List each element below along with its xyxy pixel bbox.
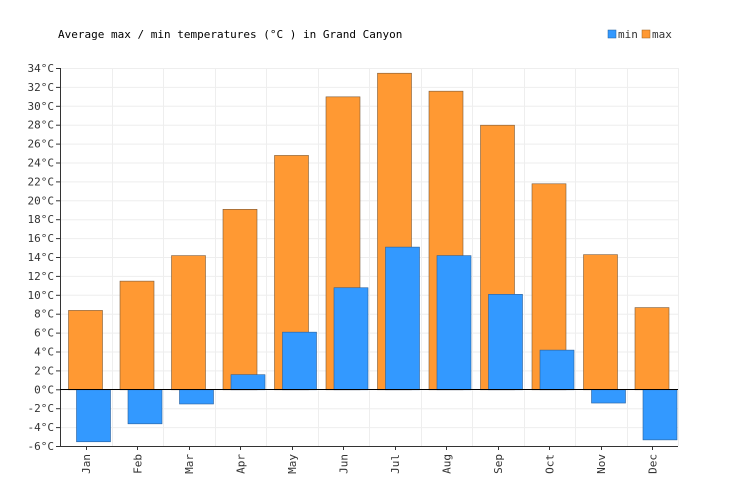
bar-min-dec (642, 389, 678, 441)
x-tick-label-nov: Nov (595, 454, 608, 474)
bar-max-apr (222, 209, 258, 391)
y-tick-label: -2°C (28, 402, 55, 415)
y-tick-label: 32°C (28, 81, 55, 94)
bar-min-sep (488, 294, 523, 391)
x-tick-label-mar: Mar (183, 454, 196, 474)
bar-max-nov (583, 254, 618, 391)
legend-label-min: min (618, 28, 638, 41)
bar-min-apr (230, 374, 266, 391)
y-tick-label: 16°C (28, 232, 55, 245)
bar-min-oct (539, 349, 575, 391)
bar-min-nov (591, 389, 626, 404)
y-tick-label: -4°C (28, 421, 55, 434)
x-axis-ticks: Jan Feb Mar Apr May Jun Jul Aug Sep Oct Nov Dec (80, 446, 659, 474)
bar-min-may (282, 331, 317, 391)
y-tick-label: 12°C (28, 270, 55, 283)
bar-max-mar (171, 255, 206, 391)
x-tick-label-may: May (286, 454, 299, 474)
y-tick-label: -6°C (28, 440, 55, 453)
y-tick-label: 2°C (34, 364, 54, 377)
y-tick-label: 14°C (28, 251, 55, 264)
bar-max-dec (634, 307, 670, 391)
bar-max-jan (68, 310, 103, 391)
gridlines (60, 68, 679, 447)
y-tick-label: 0°C (34, 383, 54, 396)
y-tick-label: 20°C (28, 194, 55, 207)
y-tick-label: 6°C (34, 327, 54, 340)
x-tick-label-aug: Aug (440, 454, 453, 474)
y-tick-label: 18°C (28, 213, 55, 226)
x-tick-label-apr: Apr (234, 454, 247, 474)
y-tick-label: 4°C (34, 346, 54, 359)
min-series-bars (76, 246, 678, 443)
y-tick-label: 26°C (28, 138, 55, 151)
bar-min-jan (76, 389, 111, 443)
bar-min-aug (436, 255, 472, 391)
x-tick-label-jan: Jan (80, 454, 93, 474)
max-series-bars (68, 72, 670, 391)
y-tick-label: 22°C (28, 175, 55, 188)
axes (60, 68, 678, 447)
bar-min-mar (179, 389, 214, 405)
x-tick-label-oct: Oct (543, 454, 556, 474)
x-tick-label-dec: Dec (646, 454, 659, 474)
bar-min-jul (385, 246, 420, 391)
legend-swatch-min (607, 29, 617, 39)
y-tick-label: 30°C (28, 100, 55, 113)
bar-max-feb (119, 280, 155, 391)
legend: min max (607, 28, 672, 41)
x-tick-label-feb: Feb (131, 454, 144, 474)
chart-title: Average max / min temperatures (°C ) in … (58, 28, 402, 41)
legend-swatch-max (641, 29, 651, 39)
y-tick-label: 10°C (28, 289, 55, 302)
y-tick-label: 8°C (34, 308, 54, 321)
y-tick-label: 28°C (28, 119, 55, 132)
x-tick-label-jun: Jun (337, 454, 350, 474)
x-tick-label-jul: Jul (389, 454, 402, 474)
y-tick-label: 24°C (28, 157, 55, 170)
y-axis-ticks: -6°C -4°C -2°C 0°C 2°C 4°C 6°C 8°C 10°C 12°C 14°C 1… (28, 62, 60, 453)
legend-label-max: max (652, 28, 672, 41)
bar-min-feb (127, 389, 163, 425)
x-tick-label-sep: Sep (492, 454, 505, 474)
y-tick-label: 34°C (28, 62, 55, 75)
bar-min-jun (333, 287, 369, 391)
